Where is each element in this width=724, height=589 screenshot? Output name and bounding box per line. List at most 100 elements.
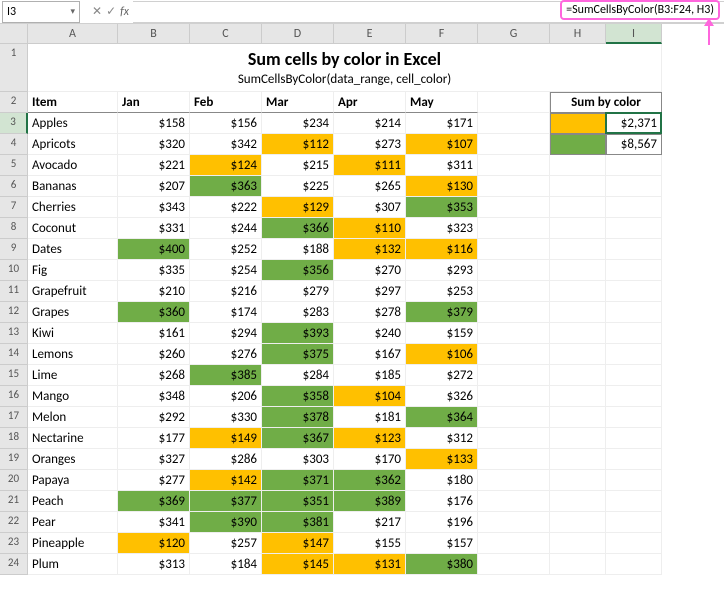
cell-H13[interactable] <box>550 323 606 344</box>
cell-I24[interactable] <box>606 554 662 575</box>
row-header-23[interactable]: 23 <box>0 533 28 554</box>
cell-G19[interactable] <box>478 449 550 470</box>
cell-I6[interactable] <box>606 176 662 197</box>
cell-C7[interactable]: $222 <box>190 197 262 218</box>
row-header-18[interactable]: 18 <box>0 428 28 449</box>
cell-F12[interactable]: $379 <box>406 302 478 323</box>
cell-I7[interactable] <box>606 197 662 218</box>
cell-B12[interactable]: $360 <box>118 302 190 323</box>
cell-B11[interactable]: $210 <box>118 281 190 302</box>
cell-D17[interactable]: $378 <box>262 407 334 428</box>
cell-F14[interactable]: $106 <box>406 344 478 365</box>
cell-H18[interactable] <box>550 428 606 449</box>
cell-I10[interactable] <box>606 260 662 281</box>
name-box[interactable]: I3 ▾ <box>2 1 80 23</box>
cell-B21[interactable]: $369 <box>118 491 190 512</box>
cell-C14[interactable]: $276 <box>190 344 262 365</box>
cell-I12[interactable] <box>606 302 662 323</box>
row-header-15[interactable]: 15 <box>0 365 28 386</box>
sum-swatch-0[interactable] <box>550 113 606 134</box>
col-header-I[interactable]: I <box>606 24 662 44</box>
row-header-22[interactable]: 22 <box>0 512 28 533</box>
col-header-C[interactable]: C <box>190 24 262 44</box>
cell-F8[interactable]: $323 <box>406 218 478 239</box>
cell-D18[interactable]: $367 <box>262 428 334 449</box>
cell-A12[interactable]: Grapes <box>28 302 118 323</box>
cell-G11[interactable] <box>478 281 550 302</box>
cell-C22[interactable]: $390 <box>190 512 262 533</box>
cell-C18[interactable]: $149 <box>190 428 262 449</box>
cell-C20[interactable]: $142 <box>190 470 262 491</box>
col-header-G[interactable]: G <box>478 24 550 44</box>
cell-B5[interactable]: $221 <box>118 155 190 176</box>
cell-I23[interactable] <box>606 533 662 554</box>
col-header-F[interactable]: F <box>406 24 478 44</box>
cell-E24[interactable]: $131 <box>334 554 406 575</box>
cell-B23[interactable]: $120 <box>118 533 190 554</box>
cell-B17[interactable]: $292 <box>118 407 190 428</box>
cell-G6[interactable] <box>478 176 550 197</box>
cell-H17[interactable] <box>550 407 606 428</box>
cell-D5[interactable]: $215 <box>262 155 334 176</box>
cell-H8[interactable] <box>550 218 606 239</box>
cell-C5[interactable]: $124 <box>190 155 262 176</box>
cell-H16[interactable] <box>550 386 606 407</box>
cell-H12[interactable] <box>550 302 606 323</box>
header-item[interactable]: Item <box>28 92 118 113</box>
cell-C4[interactable]: $342 <box>190 134 262 155</box>
row-header-19[interactable]: 19 <box>0 449 28 470</box>
cell-F3[interactable]: $171 <box>406 113 478 134</box>
row-header-3[interactable]: 3 <box>0 113 28 134</box>
cell-C13[interactable]: $294 <box>190 323 262 344</box>
cell-G16[interactable] <box>478 386 550 407</box>
cell-F17[interactable]: $364 <box>406 407 478 428</box>
cell-H10[interactable] <box>550 260 606 281</box>
cell-C8[interactable]: $244 <box>190 218 262 239</box>
cell-E3[interactable]: $214 <box>334 113 406 134</box>
cell-H9[interactable] <box>550 239 606 260</box>
cell-E17[interactable]: $181 <box>334 407 406 428</box>
header-month-May[interactable]: May <box>406 92 478 113</box>
cell-B18[interactable]: $177 <box>118 428 190 449</box>
cell-H19[interactable] <box>550 449 606 470</box>
cell-E20[interactable]: $362 <box>334 470 406 491</box>
name-box-dropdown-icon[interactable]: ▾ <box>70 6 75 17</box>
header-month-Feb[interactable]: Feb <box>190 92 262 113</box>
cell-E6[interactable]: $265 <box>334 176 406 197</box>
cell-D7[interactable]: $129 <box>262 197 334 218</box>
cell-E15[interactable]: $185 <box>334 365 406 386</box>
row-header-14[interactable]: 14 <box>0 344 28 365</box>
cell-E5[interactable]: $111 <box>334 155 406 176</box>
cell-A21[interactable]: Peach <box>28 491 118 512</box>
cell-B13[interactable]: $161 <box>118 323 190 344</box>
cell-C19[interactable]: $286 <box>190 449 262 470</box>
cell-D21[interactable]: $351 <box>262 491 334 512</box>
cell-H7[interactable] <box>550 197 606 218</box>
cell-H23[interactable] <box>550 533 606 554</box>
cell-D19[interactable]: $303 <box>262 449 334 470</box>
cell-G18[interactable] <box>478 428 550 449</box>
cell-F4[interactable]: $107 <box>406 134 478 155</box>
cell-F10[interactable]: $293 <box>406 260 478 281</box>
cell-F19[interactable]: $133 <box>406 449 478 470</box>
col-header-B[interactable]: B <box>118 24 190 44</box>
cell-E22[interactable]: $217 <box>334 512 406 533</box>
cell-D23[interactable]: $147 <box>262 533 334 554</box>
cell-F6[interactable]: $130 <box>406 176 478 197</box>
cancel-icon[interactable]: ✕ <box>92 4 102 19</box>
cell-D13[interactable]: $393 <box>262 323 334 344</box>
cell-E13[interactable]: $240 <box>334 323 406 344</box>
header-month-Mar[interactable]: Mar <box>262 92 334 113</box>
cell-E9[interactable]: $132 <box>334 239 406 260</box>
row-header-2[interactable]: 2 <box>0 92 28 113</box>
cell-F22[interactable]: $196 <box>406 512 478 533</box>
row-header-20[interactable]: 20 <box>0 470 28 491</box>
cell-A5[interactable]: Avocado <box>28 155 118 176</box>
cell-G4[interactable] <box>478 134 550 155</box>
row-header-11[interactable]: 11 <box>0 281 28 302</box>
fx-icon[interactable]: fx <box>120 5 129 19</box>
cell-E14[interactable]: $167 <box>334 344 406 365</box>
cell-A18[interactable]: Nectarine <box>28 428 118 449</box>
cell-E23[interactable]: $155 <box>334 533 406 554</box>
cell-G24[interactable] <box>478 554 550 575</box>
